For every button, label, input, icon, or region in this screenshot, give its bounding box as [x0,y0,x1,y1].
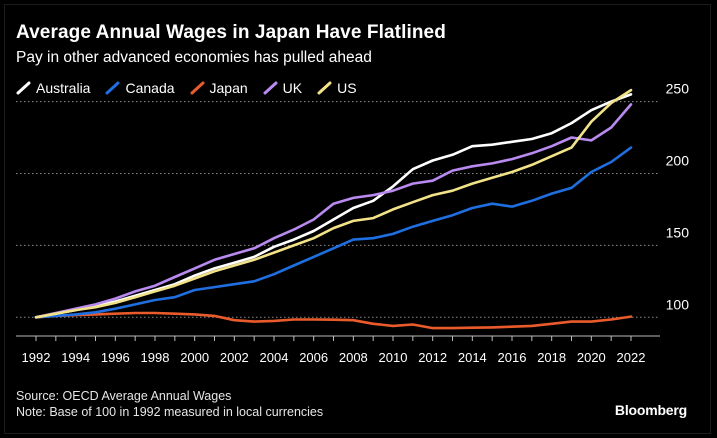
legend-label-japan: Japan [209,80,248,96]
x-tick-label-2000: 2000 [180,350,209,365]
series-lines [34,88,633,330]
chart-frame [4,4,711,434]
x-tick-label-2004: 2004 [260,350,289,365]
y-tick-label-150: 150 [666,224,690,240]
series-line-canada [34,146,633,319]
x-axis-ticks: 1992 1994 1996 1998 2000 2002 2004 2006 2008 2010… [16,335,660,365]
x-tick-label-2002: 2002 [220,350,249,365]
base-note: Note: Base of 100 in 1992 measured in lo… [16,405,324,419]
x-tick-label-2020: 2020 [577,350,606,365]
legend-item-us: US [317,80,357,96]
legend-swatch-canada [105,81,120,95]
x-tick-label-2018: 2018 [537,350,566,365]
legend-label-uk: UK [282,80,303,96]
legend-swatch-australia [16,81,31,95]
x-tick-label-1994: 1994 [61,350,90,365]
x-tick-label-2006: 2006 [299,350,328,365]
legend-swatch-uk [263,81,278,95]
chart-title: Average Annual Wages in Japan Have Flatl… [16,22,446,43]
series-line-japan [34,311,633,330]
y-tick-label-250: 250 [666,81,690,97]
x-tick-label-1998: 1998 [141,350,170,365]
gridlines [16,101,660,318]
series-line-us [34,88,633,319]
legend-label-australia: Australia [36,80,91,96]
legend-label-us: US [337,80,357,96]
chart-subtitle: Pay in other advanced economies has pull… [16,49,372,66]
series-line-australia [34,93,633,319]
chart-footnotes: Source: OECD Average Annual Wages Note: … [16,388,323,420]
legend-label-canada: Canada [125,80,175,96]
y-axis-ticks: 100 150 200 250 [666,81,690,313]
legend-item-australia: Australia [16,80,90,96]
legend-item-canada: Canada [105,80,175,96]
legend-item-japan: Japan [190,80,248,96]
x-tick-label-2008: 2008 [339,350,368,365]
x-tick-label-2010: 2010 [379,350,408,365]
legend-item-uk: UK [263,80,302,96]
y-tick-label-200: 200 [666,152,690,168]
x-tick-label-2012: 2012 [418,350,447,365]
source-note: Source: OECD Average Annual Wages [16,389,232,403]
chart-legend: Australia Canada Japan UK US [16,80,357,96]
x-tick-label-2014: 2014 [458,350,487,365]
y-tick-label-100: 100 [666,296,690,312]
x-tick-label-2016: 2016 [498,350,527,365]
x-tick-label-2022: 2022 [617,350,646,365]
legend-swatch-japan [190,81,205,95]
x-tick-label-1996: 1996 [101,350,130,365]
series-line-uk [34,103,633,319]
bloomberg-logo: Bloomberg [614,402,687,418]
legend-swatch-us [317,81,332,95]
x-tick-label-1992: 1992 [22,350,51,365]
